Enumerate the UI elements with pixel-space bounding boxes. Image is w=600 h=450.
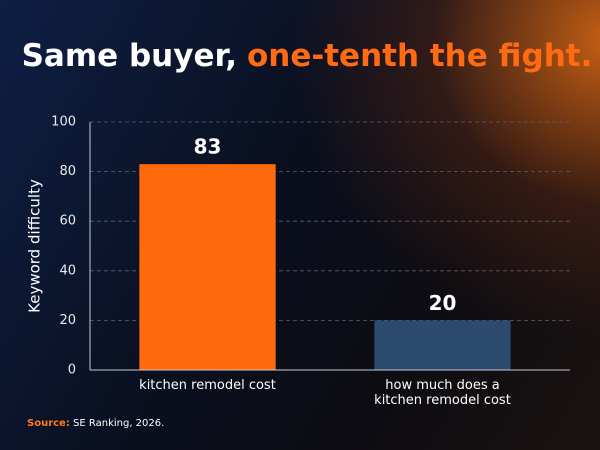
source-lead: Source: <box>27 418 70 429</box>
title-lead: Same buyer, <box>22 38 237 74</box>
source-note: Source: SE Ranking, 2026. <box>27 418 164 429</box>
y-tick-label: 100 <box>51 115 76 130</box>
bar <box>139 164 276 370</box>
value-label: 20 <box>429 291 457 315</box>
y-tick-label: 80 <box>59 164 76 179</box>
y-tick-label: 0 <box>68 363 76 378</box>
chart-title: Same buyer, one-tenth the fight. <box>22 38 593 74</box>
y-tick-label: 40 <box>59 263 76 278</box>
y-axis-label: Keyword difficulty <box>26 179 44 313</box>
value-label: 83 <box>194 135 222 159</box>
title-highlight: one-tenth the fight. <box>247 38 592 74</box>
x-tick-label: how much does a kitchen remodel cost <box>374 378 511 408</box>
x-tick-label: kitchen remodel cost <box>139 378 276 393</box>
bar <box>374 320 511 370</box>
y-tick-label: 20 <box>59 313 76 328</box>
y-tick-label: 60 <box>59 214 76 229</box>
source-text: SE Ranking, 2026. <box>73 418 165 429</box>
